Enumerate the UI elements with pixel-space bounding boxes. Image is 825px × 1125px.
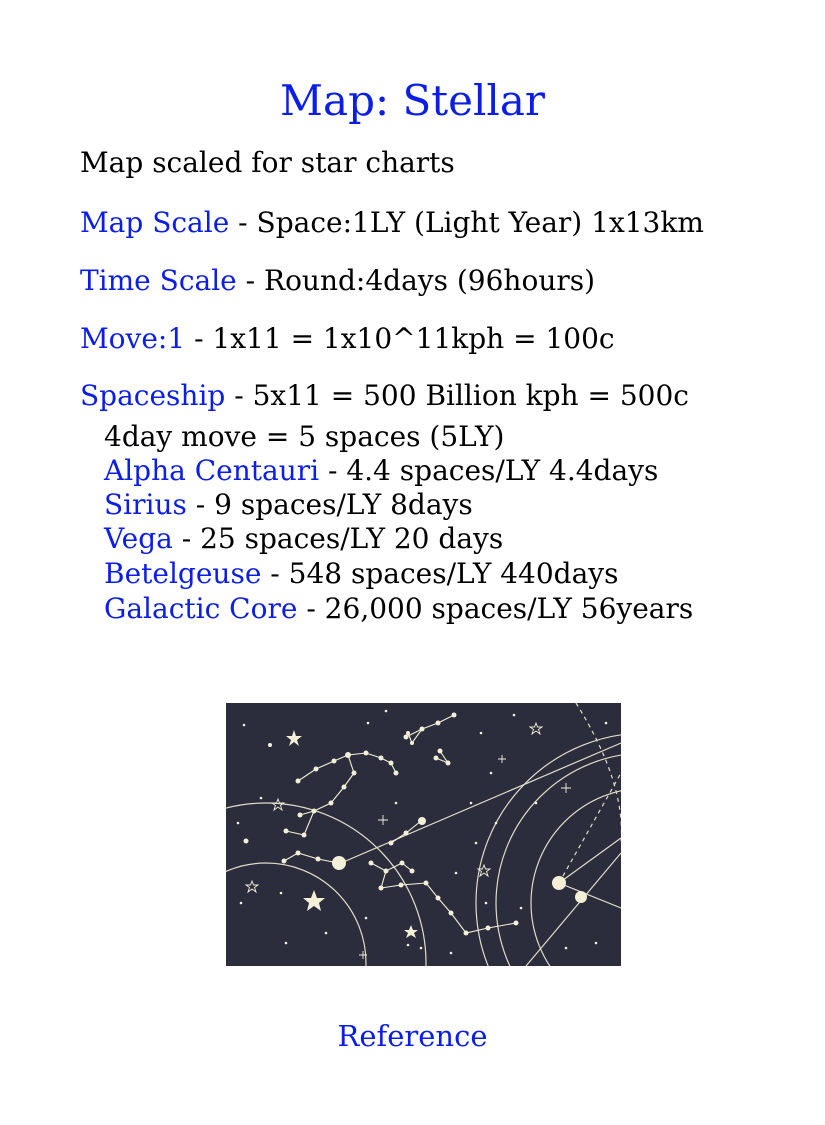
move-line: Move:1 - 1x11 = 1x10^11kph = 100c bbox=[80, 322, 615, 356]
spaceship-line: Spaceship - 5x11 = 500 Billion kph = 500… bbox=[80, 379, 689, 413]
time-scale-label: Time Scale bbox=[80, 264, 237, 297]
destination-sirius: Sirius - 9 spaces/LY 8days bbox=[104, 488, 473, 522]
destination-detail: - 4.4 spaces/LY 4.4days bbox=[327, 454, 659, 487]
destination-alpha-centauri: Alpha Centauri - 4.4 spaces/LY 4.4days bbox=[104, 454, 658, 488]
intro-text: Map scaled for star charts bbox=[80, 146, 455, 179]
destination-betelgeuse: Betelgeuse - 548 spaces/LY 440days bbox=[104, 557, 618, 591]
map-scale-text: - Space:1LY (Light Year) 1x13km bbox=[229, 206, 704, 239]
destination-detail: - 25 spaces/LY 20 days bbox=[172, 522, 504, 555]
move-note: 4day move = 5 spaces (5LY) bbox=[104, 420, 505, 453]
spaceship-label: Spaceship bbox=[80, 379, 226, 412]
destination-vega: Vega - 25 spaces/LY 20 days bbox=[104, 522, 503, 556]
map-scale-label: Map Scale bbox=[80, 206, 230, 239]
destination-detail: - 9 spaces/LY 8days bbox=[186, 488, 473, 521]
destination-galactic-core: Galactic Core - 26,000 spaces/LY 56years bbox=[104, 592, 693, 626]
destination-name: Vega bbox=[104, 522, 173, 555]
destination-detail: - 26,000 spaces/LY 56years bbox=[297, 592, 694, 625]
destination-name: Sirius bbox=[104, 488, 187, 521]
destination-detail: - 548 spaces/LY 440days bbox=[261, 557, 619, 590]
spaceship-text: - 5x11 = 500 Billion kph = 500c bbox=[225, 379, 689, 412]
star-chart-image bbox=[105, 702, 817, 1124]
move-text: - 1x11 = 1x10^11kph = 100c bbox=[185, 322, 615, 355]
map-scale-line: Map Scale - Space:1LY (Light Year) 1x13k… bbox=[80, 206, 704, 240]
time-scale-line: Time Scale - Round:4days (96hours) bbox=[80, 264, 595, 298]
move-label: Move:1 bbox=[80, 322, 186, 355]
reference-link[interactable]: Reference bbox=[337, 1019, 488, 1053]
destination-name: Galactic Core bbox=[104, 592, 298, 625]
page-title: Map: Stellar bbox=[280, 76, 545, 125]
destination-name: Alpha Centauri bbox=[104, 454, 328, 487]
destination-name: Betelgeuse bbox=[104, 557, 262, 590]
time-scale-text: - Round:4days (96hours) bbox=[236, 264, 596, 297]
